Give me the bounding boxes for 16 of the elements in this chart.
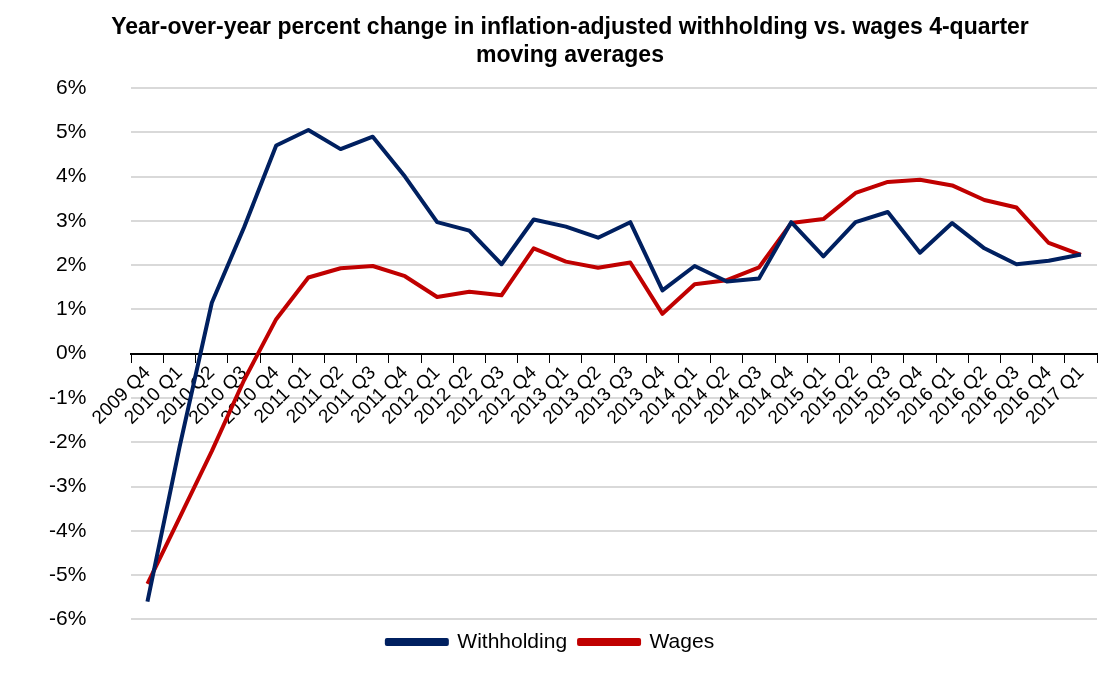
y-tick-label: -1% (48, 384, 87, 408)
y-tick-label: -6% (48, 606, 87, 630)
y-tick-label: 3% (55, 207, 87, 231)
y-tick-label: 4% (55, 163, 87, 187)
y-tick-label: 1% (55, 296, 87, 320)
y-tick-label: -5% (48, 561, 87, 585)
y-tick-label: -3% (48, 473, 87, 497)
y-tick-label: 0% (55, 340, 87, 364)
y-tick-label: 6% (55, 74, 87, 98)
y-tick-label: -4% (48, 517, 87, 541)
legend-label: Withholding (457, 628, 568, 652)
y-tick-label: 2% (55, 251, 87, 275)
chart-title: Year-over-year percent change in inflation-adjusted withholding vs. wages 4-quarter moving averages (110, 12, 1030, 68)
y-tick-label: -2% (48, 429, 87, 453)
legend-label: Wages (649, 628, 715, 652)
y-tick-label: 5% (55, 119, 87, 143)
